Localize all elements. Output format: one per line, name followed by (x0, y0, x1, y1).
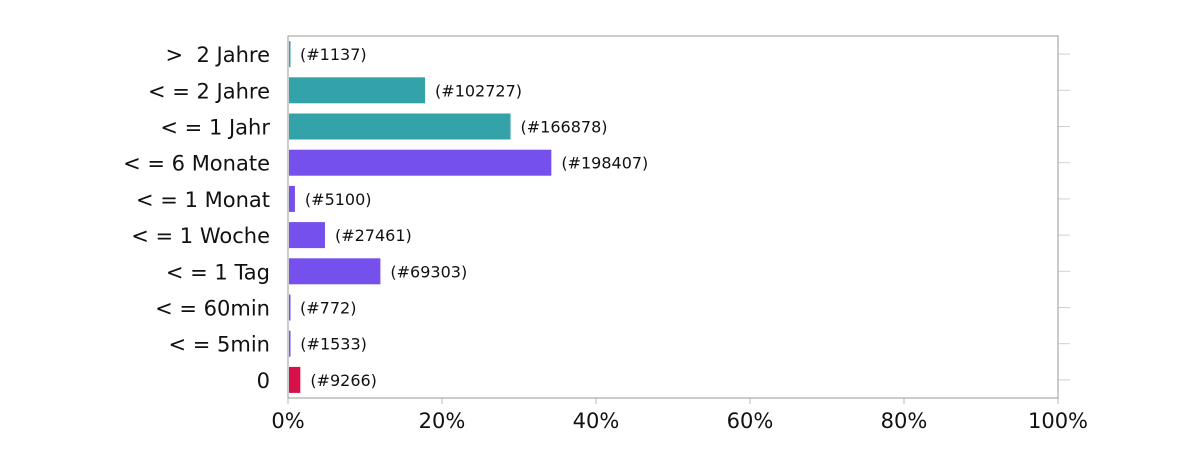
bar (289, 366, 301, 393)
x-tick-label: 40% (573, 409, 620, 433)
data-label: (#1137) (300, 45, 367, 64)
category-label: < = 1 Woche (131, 224, 270, 248)
x-tick-label: 80% (881, 409, 928, 433)
category-label: < = 60min (155, 297, 270, 321)
x-axis-tick-labels: 0% 20% 40% 60% 80% 100% (271, 409, 1088, 433)
x-tick-label: 60% (727, 409, 774, 433)
data-label: (#9266) (310, 371, 377, 390)
data-label: (#772) (300, 299, 356, 318)
bar (289, 149, 552, 176)
category-label: < = 1 Tag (166, 260, 270, 284)
bar (289, 330, 291, 357)
x-tick-label: 0% (271, 409, 304, 433)
category-label: < = 1 Jahr (160, 116, 270, 140)
data-label: (#5100) (305, 190, 372, 209)
category-label: < = 5min (168, 333, 270, 357)
data-label: (#69303) (390, 262, 467, 281)
bar (289, 185, 295, 212)
bar (289, 77, 426, 104)
y-axis-labels: > 2 Jahre < = 2 Jahre < = 1 Jahr < = 6 Mona… (123, 43, 270, 393)
bar (289, 222, 325, 249)
data-label: (#198407) (561, 154, 648, 173)
x-axis-ticks (287, 53, 1070, 404)
category-label: < = 6 Monate (123, 152, 270, 176)
data-label: (#102727) (435, 81, 522, 100)
x-tick-label: 100% (1028, 409, 1088, 433)
data-label: (#166878) (521, 118, 608, 137)
data-label: (#1533) (300, 335, 367, 354)
bar (289, 258, 381, 285)
category-label: < = 2 Jahre (148, 79, 270, 103)
plot-frame (287, 35, 1059, 399)
bars (289, 41, 552, 393)
bar (289, 294, 291, 321)
bar (289, 113, 511, 140)
category-label: 0 (257, 369, 270, 393)
bar (289, 41, 291, 68)
category-label: < = 1 Monat (136, 188, 270, 212)
data-label: (#27461) (335, 226, 412, 245)
data-labels: (#1137) (#102727) (#166878) (#198407) (#5100… (300, 45, 648, 390)
x-tick-label: 20% (419, 409, 466, 433)
category-label: > 2 Jahre (166, 43, 270, 67)
